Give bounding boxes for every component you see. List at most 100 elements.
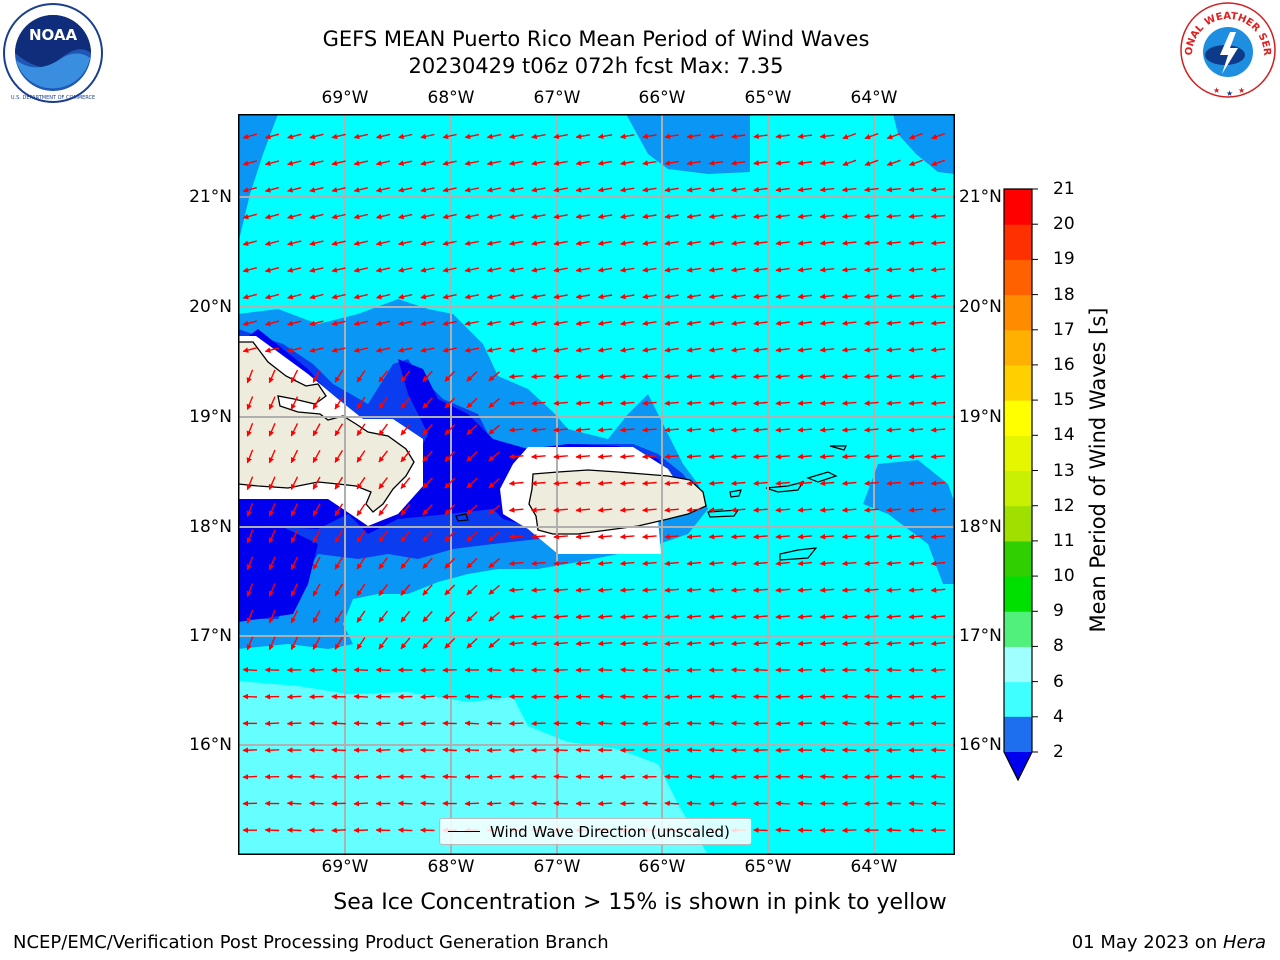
wave-direction-arrow bbox=[508, 240, 524, 246]
wave-direction-arrow bbox=[886, 560, 901, 567]
wave-direction-arrow bbox=[730, 133, 746, 140]
wave-direction-arrow bbox=[864, 640, 879, 647]
wave-direction-arrow bbox=[664, 213, 679, 220]
wave-direction-arrow bbox=[730, 640, 746, 647]
wave-direction-arrow bbox=[775, 133, 790, 140]
wave-direction-arrow bbox=[908, 427, 924, 433]
wave-direction-arrow bbox=[553, 533, 568, 540]
wave-direction-arrow bbox=[442, 747, 457, 753]
wave-direction-arrow bbox=[531, 400, 546, 406]
wave-direction-arrow bbox=[908, 453, 924, 460]
wave-direction-arrow bbox=[730, 427, 746, 433]
svg-text:U.S. DEPARTMENT OF COMMERCE: U.S. DEPARTMENT OF COMMERCE bbox=[11, 95, 95, 101]
wave-direction-arrow bbox=[686, 453, 702, 460]
wave-direction-arrow bbox=[686, 240, 702, 246]
wave-direction-arrow bbox=[246, 636, 254, 651]
wave-direction-arrow bbox=[642, 320, 657, 326]
wave-direction-arrow bbox=[400, 450, 411, 463]
colorbar-segment bbox=[1004, 189, 1032, 225]
wave-direction-arrow bbox=[864, 186, 879, 193]
wave-direction-arrow bbox=[353, 187, 368, 193]
colorbar-tick-label: 6 bbox=[1053, 671, 1064, 692]
wave-direction-arrow bbox=[334, 396, 344, 410]
wave-direction-arrow bbox=[444, 557, 456, 569]
wave-direction-arrow bbox=[619, 560, 635, 567]
colorbar-tick-label: 17 bbox=[1053, 319, 1075, 340]
wave-direction-arrow bbox=[597, 320, 613, 326]
wave-direction-arrow bbox=[531, 560, 546, 567]
wave-direction-arrow bbox=[841, 240, 857, 246]
wave-direction-arrow bbox=[642, 133, 657, 140]
wave-direction-arrow bbox=[619, 480, 635, 487]
wave-direction-arrow bbox=[642, 213, 657, 220]
wave-direction-arrow bbox=[664, 613, 679, 620]
wave-direction-arrow bbox=[686, 533, 702, 540]
wave-direction-arrow bbox=[930, 453, 946, 460]
footer-host: Hera bbox=[1222, 932, 1266, 953]
wave-direction-arrow bbox=[268, 529, 276, 544]
colorbar-segment bbox=[1004, 224, 1032, 260]
wave-direction-arrow bbox=[290, 583, 299, 597]
wave-direction-arrow bbox=[886, 159, 901, 167]
wave-direction-arrow bbox=[464, 693, 480, 700]
wave-direction-arrow bbox=[619, 507, 635, 513]
wave-direction-arrow bbox=[664, 186, 679, 193]
wave-direction-arrow bbox=[264, 747, 280, 753]
wave-direction-arrow bbox=[486, 320, 502, 327]
wave-direction-arrow bbox=[619, 133, 635, 140]
wave-direction-arrow bbox=[908, 827, 924, 833]
wave-direction-arrow bbox=[864, 320, 879, 326]
wave-direction-arrow bbox=[886, 827, 901, 833]
wave-direction-arrow bbox=[864, 693, 879, 700]
wave-direction-arrow bbox=[312, 369, 321, 383]
wave-direction-arrow bbox=[575, 720, 591, 727]
wave-direction-arrow bbox=[375, 320, 391, 327]
wave-direction-arrow bbox=[531, 800, 546, 807]
colorbar-segment bbox=[1004, 329, 1032, 366]
wave-direction-arrow bbox=[841, 213, 857, 220]
wave-direction-arrow bbox=[930, 240, 946, 246]
wave-direction-arrow bbox=[753, 774, 768, 780]
wave-direction-arrow bbox=[819, 213, 835, 220]
wave-direction-arrow bbox=[619, 587, 635, 593]
field-below-2-south bbox=[238, 527, 318, 622]
wave-direction-arrow bbox=[841, 453, 857, 460]
wave-direction-arrow bbox=[575, 186, 591, 193]
wave-direction-arrow bbox=[264, 160, 280, 166]
wave-direction-arrow bbox=[356, 423, 366, 436]
wave-direction-arrow bbox=[575, 587, 591, 593]
wave-direction-arrow bbox=[375, 774, 391, 780]
wave-direction-arrow bbox=[753, 453, 768, 460]
wave-direction-arrow bbox=[797, 560, 813, 567]
wave-direction-arrow bbox=[353, 667, 369, 673]
wave-direction-arrow bbox=[353, 133, 368, 140]
wave-direction-arrow bbox=[686, 427, 702, 433]
wave-direction-arrow bbox=[930, 507, 946, 513]
wave-direction-arrow bbox=[442, 347, 457, 353]
wave-direction-arrow bbox=[486, 213, 502, 220]
wave-direction-arrow bbox=[664, 720, 679, 727]
wave-direction-arrow bbox=[708, 533, 724, 540]
wave-direction-arrow bbox=[378, 423, 388, 436]
wave-direction-arrow bbox=[841, 587, 857, 593]
wave-direction-arrow bbox=[488, 531, 500, 542]
wave-direction-arrow bbox=[287, 160, 302, 166]
wave-direction-arrow bbox=[375, 160, 391, 166]
lon-label-bottom: 66°W bbox=[638, 857, 686, 877]
wave-direction-arrow bbox=[597, 267, 613, 273]
wave-direction-arrow bbox=[268, 369, 276, 384]
wave-direction-arrow bbox=[420, 187, 435, 193]
wave-direction-arrow bbox=[268, 503, 276, 517]
wave-direction-arrow bbox=[246, 529, 254, 544]
wave-direction-arrow bbox=[334, 636, 344, 650]
wave-direction-arrow bbox=[553, 480, 568, 487]
wave-direction-arrow bbox=[553, 320, 568, 327]
wave-direction-arrow bbox=[886, 533, 901, 540]
wave-direction-arrow bbox=[597, 186, 613, 193]
wave-direction-arrow bbox=[309, 213, 324, 220]
wave-direction-arrow bbox=[597, 693, 613, 700]
svg-text:NOAA: NOAA bbox=[29, 26, 78, 44]
wave-direction-arrow bbox=[931, 132, 946, 140]
wave-direction-arrow bbox=[864, 159, 879, 167]
wave-direction-arrow bbox=[422, 370, 433, 382]
